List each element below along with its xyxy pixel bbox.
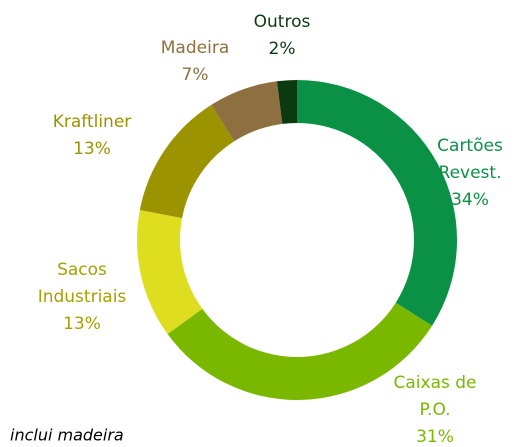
donut-slice <box>276 80 297 124</box>
slice-label: P.O. <box>419 400 450 420</box>
value-label: 2% <box>269 39 296 59</box>
value-label: 13% <box>63 314 101 334</box>
value-label: 7% <box>182 65 209 85</box>
slice-label: Industriais <box>38 287 127 307</box>
slice-label: Outros <box>254 12 311 32</box>
slice-label: Madeira <box>161 38 229 58</box>
value-label: 34% <box>451 190 489 210</box>
donut-slice <box>137 210 203 335</box>
donut-slice <box>211 81 283 142</box>
slice-label: Cartões <box>437 136 503 156</box>
value-label: 31% <box>416 427 454 447</box>
donut-slice <box>297 80 458 326</box>
value-label: 13% <box>73 139 111 159</box>
donut-slice <box>167 302 433 401</box>
slice-label: Sacos <box>57 260 107 280</box>
slice-label: Kraftliner <box>53 112 132 132</box>
footnote: inclui madeira <box>10 426 124 445</box>
slice-label: Revest. <box>439 163 502 183</box>
slice-label: Caixas de <box>394 373 477 393</box>
donut-slice <box>139 104 235 219</box>
